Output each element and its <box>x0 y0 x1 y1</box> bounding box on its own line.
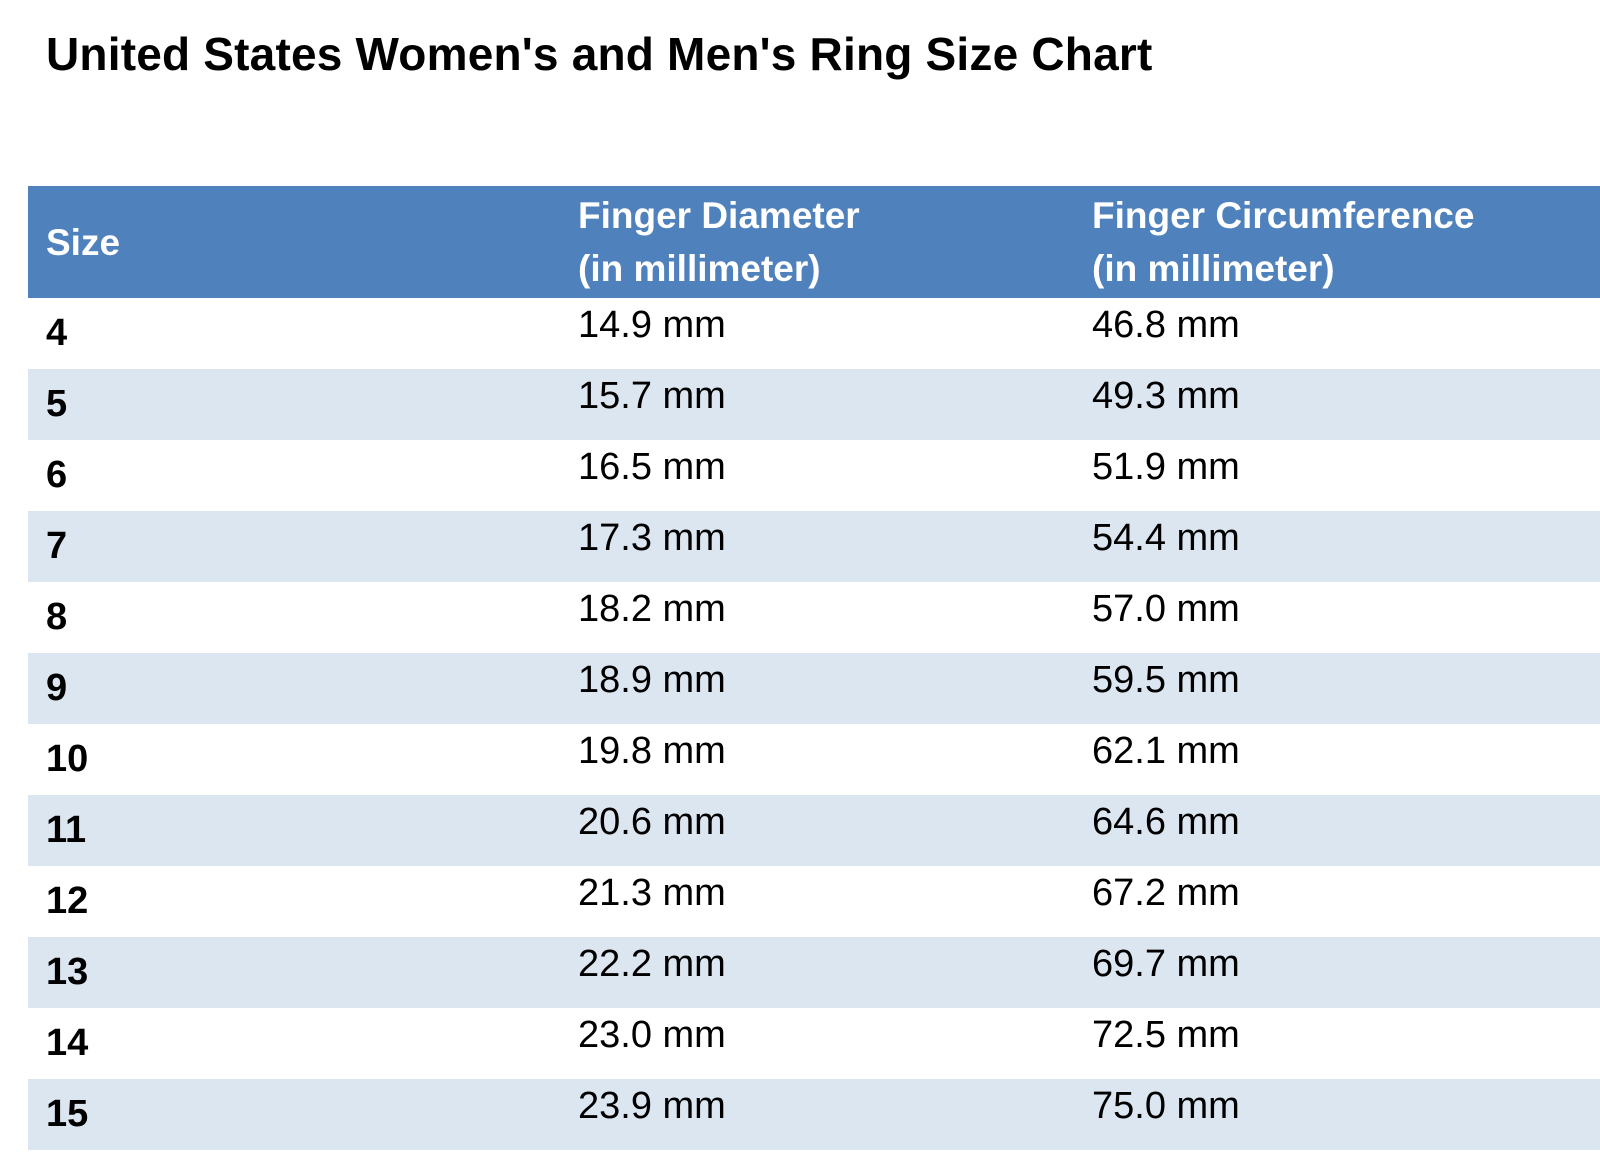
diameter-cell: 23.0 mm <box>578 1014 726 1056</box>
table-row: 15 23.9 mm 75.0 mm <box>28 1079 1600 1150</box>
table-row: 8 18.2 mm 57.0 mm <box>28 582 1600 653</box>
diameter-cell: 18.2 mm <box>578 588 726 630</box>
size-cell: 14 <box>46 1022 89 1064</box>
table-row: 12 21.3 mm 67.2 mm <box>28 866 1600 937</box>
size-cell: 8 <box>46 596 68 638</box>
size-cell: 13 <box>46 951 89 993</box>
circumference-cell: 64.6 mm <box>1092 801 1240 843</box>
ring-size-table: Size Finger Diameter (in millimeter) Fin… <box>28 186 1600 1150</box>
diameter-cell: 21.3 mm <box>578 872 726 914</box>
table-header-row: Size Finger Diameter (in millimeter) Fin… <box>28 186 1600 298</box>
column-header-size-label: Size <box>46 221 121 263</box>
column-header-circumference-line2: (in millimeter) <box>1092 248 1335 289</box>
circumference-cell: 46.8 mm <box>1092 304 1240 346</box>
diameter-cell: 23.9 mm <box>578 1085 726 1127</box>
circumference-cell: 69.7 mm <box>1092 943 1240 985</box>
size-cell: 6 <box>46 454 68 496</box>
diameter-cell: 20.6 mm <box>578 801 726 843</box>
diameter-cell: 22.2 mm <box>578 943 726 985</box>
column-header-diameter-line2: (in millimeter) <box>578 248 821 289</box>
column-header-diameter-line1: Finger Diameter <box>578 195 860 236</box>
table-row: 14 23.0 mm 72.5 mm <box>28 1008 1600 1079</box>
diameter-cell: 17.3 mm <box>578 517 726 559</box>
circumference-cell: 72.5 mm <box>1092 1014 1240 1056</box>
circumference-cell: 57.0 mm <box>1092 588 1240 630</box>
table-body: 4 14.9 mm 46.8 mm 5 15.7 mm 49.3 mm 6 16… <box>28 298 1600 1150</box>
table-row: 11 20.6 mm 64.6 mm <box>28 795 1600 866</box>
circumference-cell: 62.1 mm <box>1092 730 1240 772</box>
column-header-diameter: Finger Diameter (in millimeter) <box>560 186 1074 298</box>
diameter-cell: 19.8 mm <box>578 730 726 772</box>
circumference-cell: 75.0 mm <box>1092 1085 1240 1127</box>
table-row: 5 15.7 mm 49.3 mm <box>28 369 1600 440</box>
size-cell: 9 <box>46 667 68 709</box>
diameter-cell: 16.5 mm <box>578 446 726 488</box>
table-row: 7 17.3 mm 54.4 mm <box>28 511 1600 582</box>
size-cell: 15 <box>46 1093 89 1135</box>
circumference-cell: 67.2 mm <box>1092 872 1240 914</box>
circumference-cell: 51.9 mm <box>1092 446 1240 488</box>
table-row: 10 19.8 mm 62.1 mm <box>28 724 1600 795</box>
size-cell: 10 <box>46 738 89 780</box>
column-header-circumference-line1: Finger Circumference <box>1092 195 1475 236</box>
size-cell: 5 <box>46 383 68 425</box>
table-row: 4 14.9 mm 46.8 mm <box>28 298 1600 369</box>
circumference-cell: 59.5 mm <box>1092 659 1240 701</box>
diameter-cell: 14.9 mm <box>578 304 726 346</box>
page-title: United States Women's and Men's Ring Siz… <box>46 28 1153 80</box>
table-row: 9 18.9 mm 59.5 mm <box>28 653 1600 724</box>
table-row: 6 16.5 mm 51.9 mm <box>28 440 1600 511</box>
circumference-cell: 49.3 mm <box>1092 375 1240 417</box>
circumference-cell: 54.4 mm <box>1092 517 1240 559</box>
diameter-cell: 18.9 mm <box>578 659 726 701</box>
table-row: 13 22.2 mm 69.7 mm <box>28 937 1600 1008</box>
size-cell: 12 <box>46 880 89 922</box>
size-cell: 11 <box>46 809 87 851</box>
column-header-circumference: Finger Circumference (in millimeter) <box>1074 186 1600 298</box>
size-cell: 7 <box>46 525 68 567</box>
size-cell: 4 <box>46 312 68 354</box>
column-header-size: Size <box>28 186 560 298</box>
diameter-cell: 15.7 mm <box>578 375 726 417</box>
